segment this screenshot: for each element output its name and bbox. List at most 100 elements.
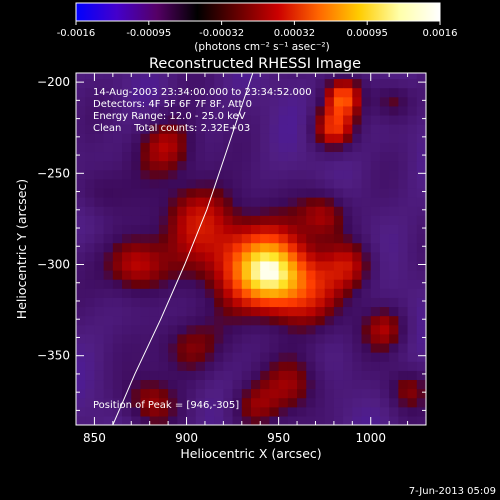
heatmap-cell xyxy=(379,169,390,180)
heatmap-cell xyxy=(94,206,105,216)
heatmap-cell xyxy=(407,105,418,116)
heatmap-cell xyxy=(140,333,151,344)
heatmap-cell xyxy=(389,233,399,244)
heatmap-cell xyxy=(168,251,178,262)
heatmap-cell xyxy=(195,114,206,125)
heatmap-cell xyxy=(416,379,426,390)
heatmap-cell xyxy=(333,178,344,189)
heatmap-cell xyxy=(103,160,114,171)
heatmap-cell xyxy=(324,324,335,335)
heatmap-cell xyxy=(122,315,132,326)
heatmap-cell xyxy=(407,73,418,80)
heatmap-cell xyxy=(140,370,151,381)
heatmap-cell xyxy=(149,160,160,171)
heatmap-cell xyxy=(361,379,372,390)
heatmap-cell xyxy=(297,297,307,308)
heatmap-cell xyxy=(122,406,132,417)
heatmap-cell xyxy=(76,279,86,289)
heatmap-cell xyxy=(195,242,206,253)
heatmap-cell xyxy=(333,415,344,425)
heatmap-cell xyxy=(324,215,335,225)
heatmap-cell xyxy=(186,306,197,317)
heatmap-cell xyxy=(94,233,105,244)
heatmap-cell xyxy=(398,288,409,298)
heatmap-cell xyxy=(85,105,96,116)
heatmap-cell xyxy=(398,333,409,344)
heatmap-cell xyxy=(407,124,418,134)
heatmap-cell xyxy=(324,242,335,253)
heatmap-cell xyxy=(379,242,390,253)
heatmap-cell xyxy=(186,251,197,262)
heatmap-cell xyxy=(269,87,280,98)
heatmap-cell xyxy=(407,215,418,225)
heatmap-cell xyxy=(241,197,252,207)
heatmap-cell xyxy=(260,73,271,80)
heatmap-cell xyxy=(158,78,169,89)
heatmap-cell xyxy=(251,388,261,399)
heatmap-cell xyxy=(149,96,160,107)
heatmap-cell xyxy=(370,251,381,262)
heatmap-cell xyxy=(232,105,243,116)
heatmap-cell xyxy=(361,242,372,253)
heatmap-cell xyxy=(214,197,224,207)
heatmap-cell xyxy=(186,73,197,80)
heatmap-cell xyxy=(149,397,160,408)
heatmap-cell xyxy=(379,133,390,143)
heatmap-cell xyxy=(112,242,123,253)
heatmap-cell xyxy=(241,233,252,244)
heatmap-cell xyxy=(389,342,399,353)
heatmap-cell xyxy=(343,397,353,408)
heatmap-cell xyxy=(269,342,280,353)
heatmap-cell xyxy=(352,388,363,399)
heatmap-cell xyxy=(140,324,151,335)
heatmap-cell xyxy=(306,388,317,399)
heatmap-cell xyxy=(149,105,160,116)
heatmap-cell xyxy=(260,233,271,244)
heatmap-cell xyxy=(103,388,114,399)
heatmap-cell xyxy=(204,315,215,326)
heatmap-cell xyxy=(343,233,353,244)
heatmap-cell xyxy=(324,124,335,134)
heatmap-cell xyxy=(223,233,234,244)
heatmap-cell xyxy=(352,224,363,235)
heatmap-cell xyxy=(260,114,271,125)
heatmap-cell xyxy=(158,151,169,162)
heatmap-cell xyxy=(149,406,160,417)
heatmap-cell xyxy=(131,133,142,143)
heatmap-cell xyxy=(168,178,178,189)
heatmap-cell xyxy=(333,297,344,308)
heatmap-cell xyxy=(324,206,335,216)
heatmap-cell xyxy=(223,87,234,98)
heatmap-cell xyxy=(407,133,418,143)
heatmap-cell xyxy=(398,352,409,362)
heatmap-cell xyxy=(204,269,215,280)
heatmap-cell xyxy=(94,324,105,335)
heatmap-cell xyxy=(333,342,344,353)
heatmap-cell xyxy=(260,105,271,116)
heatmap-cell xyxy=(214,342,224,353)
heatmap-cell xyxy=(223,224,234,235)
heatmap-cell xyxy=(416,160,426,171)
heatmap-cell xyxy=(85,361,96,371)
heatmap-cell xyxy=(103,288,114,298)
heatmap-cell xyxy=(103,105,114,116)
heatmap-cell xyxy=(186,352,197,362)
heatmap-cell xyxy=(204,114,215,125)
heatmap-cell xyxy=(76,370,86,381)
heatmap-cell xyxy=(278,260,289,271)
heatmap-cell xyxy=(214,397,224,408)
heatmap-cell xyxy=(324,306,335,317)
peak-position-label: Position of Peak = [946,-305] xyxy=(93,400,239,411)
heatmap-cell xyxy=(241,151,252,162)
heatmap-cell xyxy=(158,105,169,116)
heatmap-cell xyxy=(416,224,426,235)
heatmap-cell xyxy=(315,151,326,162)
heatmap-cell xyxy=(223,96,234,107)
heatmap-cell xyxy=(260,242,271,253)
heatmap-cell xyxy=(278,242,289,253)
heatmap-cell xyxy=(94,288,105,298)
heatmap-cell xyxy=(343,379,353,390)
heatmap-cell xyxy=(287,306,298,317)
heatmap-cell xyxy=(204,297,215,308)
heatmap-cell xyxy=(94,260,105,271)
